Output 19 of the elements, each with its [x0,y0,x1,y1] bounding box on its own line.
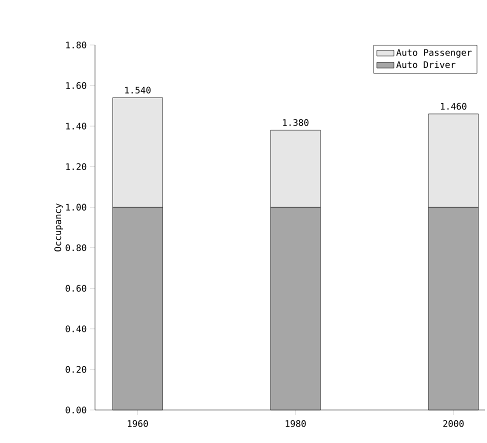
y-axis-title: Occupancy [54,203,63,252]
total-label: 1.460 [440,102,466,110]
y-tick-label: 0.40 [66,325,86,332]
y-tick-label: 1.20 [66,163,86,170]
y-tick-label: 1.40 [66,122,86,130]
y-tick-label: 0.60 [66,284,86,292]
total-label: 1.540 [125,86,151,94]
x-tick-label: 1980 [286,420,306,427]
y-tick-label: 0.80 [66,244,86,252]
y-tick-label: 1.00 [66,204,86,211]
x-tick-label: 1960 [128,420,148,427]
legend-label: Auto Driver [396,61,456,68]
y-tick-label: 0.20 [66,366,86,373]
y-tick-label: 0.00 [66,406,86,414]
x-tick-label: 2000 [443,420,464,427]
y-tick-label: 1.60 [66,82,86,89]
y-tick-label: 1.80 [66,42,86,48]
total-label: 1.380 [283,119,308,126]
legend-label: Auto Passenger [396,49,472,58]
